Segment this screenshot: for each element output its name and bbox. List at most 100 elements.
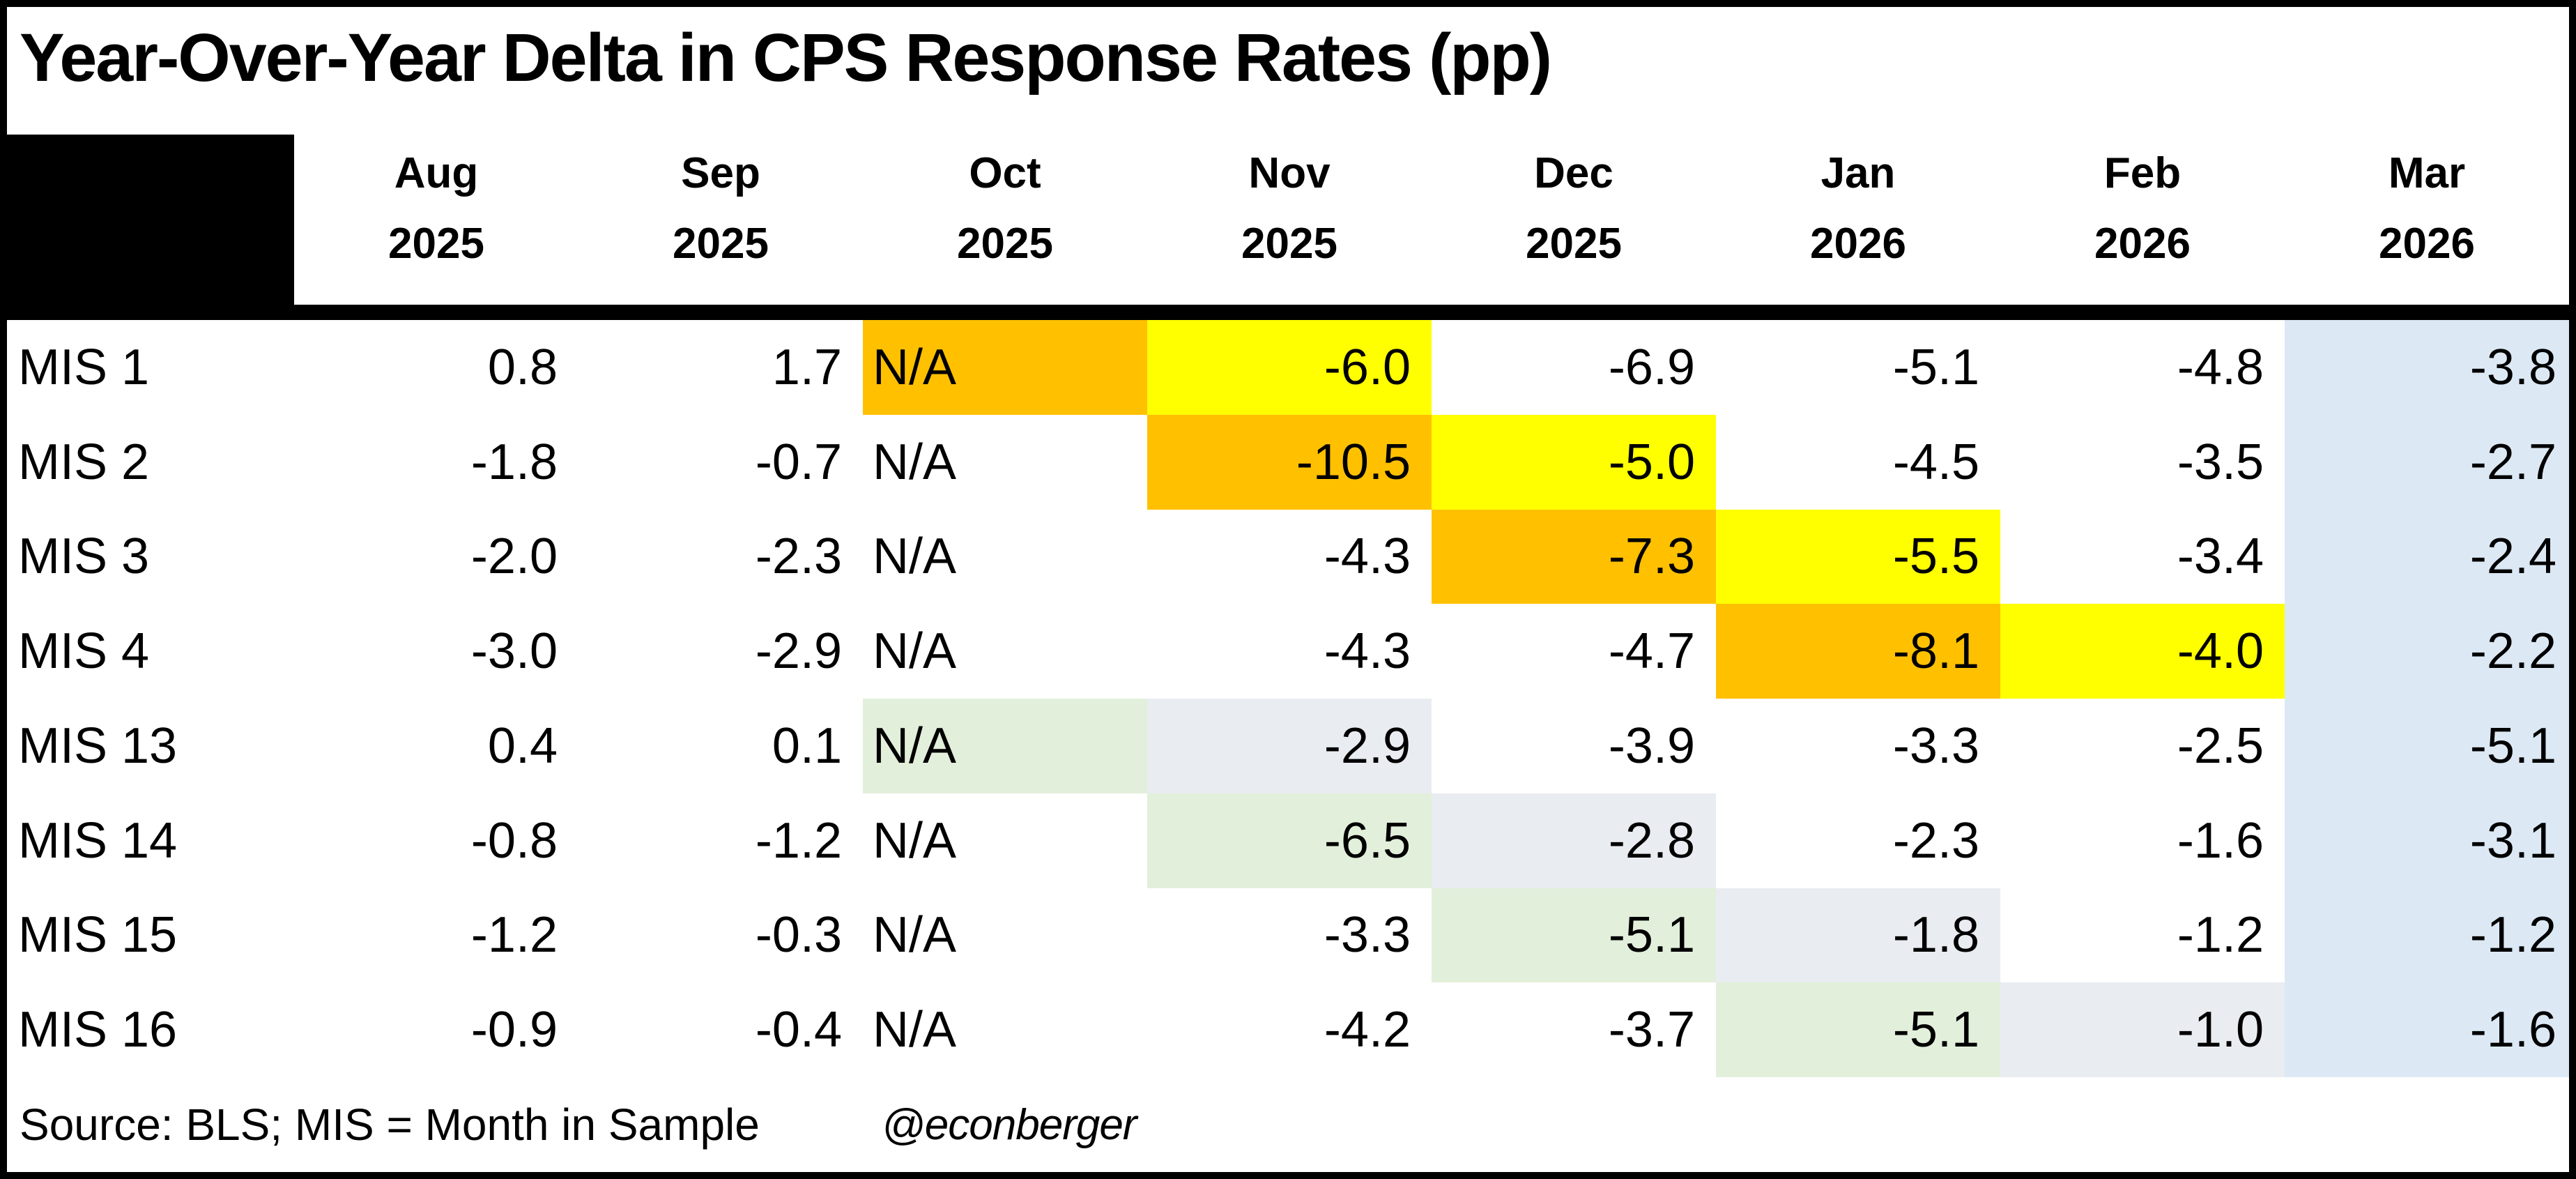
row-label: MIS 3 [18,528,150,585]
column-header: Dec 2025 [1432,108,1716,305]
data-cell: -8.1 [1716,604,2000,699]
data-cell: -5.1 [1432,888,1716,983]
table-row: MIS 16 -0.9 -0.4 N/A -4.2 -3.7 -5.1 -1.0 -1.6 [7,982,2569,1077]
data-cell: N/A [863,699,1147,793]
data-cell: -0.9 [294,982,578,1077]
data-cell: -4.8 [2000,320,2285,415]
data-cell: -0.7 [578,414,863,510]
data-cell: -3.5 [2000,414,2285,510]
data-cell: -5.1 [2285,699,2569,793]
data-cell: N/A [863,604,1147,699]
row-label: MIS 1 [18,339,150,395]
data-cell: -3.9 [1432,699,1716,793]
data-cell: -1.6 [2285,982,2569,1077]
column-header-month: Dec [1534,149,1613,197]
column-header-month: Nov [1248,149,1331,197]
column-header: Aug 2025 [294,108,578,305]
data-cell: -0.4 [578,982,863,1077]
column-header: Nov 2025 [1147,108,1432,305]
table-row: MIS 3 -2.0 -2.3 N/A -4.3 -7.3 -5.5 -3.4 -2.4 [7,509,2569,604]
page-title: Year-Over-Year Delta in CPS Response Rat… [20,19,1552,96]
data-cell: -6.5 [1147,793,1432,888]
row-label: MIS 15 [18,907,178,964]
column-header: Jan 2026 [1716,108,2000,305]
table-row: MIS 13 0.4 0.1 N/A -2.9 -3.9 -3.3 -2.5 -5.1 [7,699,2569,793]
data-cell: -2.3 [1716,793,2000,888]
footer: Source: BLS; MIS = Month in Sample @econ… [7,1077,2569,1172]
data-cell: -1.0 [2000,982,2285,1077]
row-label: MIS 14 [18,812,178,869]
data-cell: -3.0 [294,604,578,699]
data-cell: -3.3 [1147,888,1432,983]
data-cell: N/A [863,414,1147,510]
sheet: Year-Over-Year Delta in CPS Response Rat… [7,7,2569,1172]
column-header-month: Mar [2388,149,2466,197]
data-cell: -6.0 [1147,320,1432,415]
data-cell: -0.3 [578,888,863,983]
data-cell: N/A [863,888,1147,983]
column-header-year: 2025 [673,220,769,268]
data-cell: 0.1 [578,699,863,793]
data-cell: -3.4 [2000,509,2285,604]
data-cell: -6.9 [1432,320,1716,415]
data-cell: -5.1 [1716,320,2000,415]
column-header-year: 2025 [957,220,1053,268]
table-row: MIS 14 -0.8 -1.2 N/A -6.5 -2.8 -2.3 -1.6 -3.1 [7,793,2569,888]
data-cell: -2.5 [2000,699,2285,793]
column-header: Sep 2025 [578,108,863,305]
data-cell: N/A [863,982,1147,1077]
data-cell: -2.7 [2285,414,2569,510]
column-header-month: Jan [1820,149,1896,197]
data-cell: 1.7 [578,320,863,415]
column-header-month: Oct [969,149,1041,197]
table-row: MIS 15 -1.2 -0.3 N/A -3.3 -5.1 -1.8 -1.2 -1.2 [7,888,2569,983]
data-cell: -2.3 [578,509,863,604]
data-cell: -3.1 [2285,793,2569,888]
data-cell: -5.1 [1716,982,2000,1077]
data-cell: -1.2 [2285,888,2569,983]
data-cell: -2.2 [2285,604,2569,699]
row-label: MIS 13 [18,717,178,774]
data-cell: -5.5 [1716,509,2000,604]
column-header: Oct 2025 [863,108,1147,305]
data-cell: -4.5 [1716,414,2000,510]
column-header-year: 2025 [388,220,484,268]
column-header-row: Aug 2025 Sep 2025 Oct 2025 Nov 2025 Dec 2025 Jan 20… [7,108,2569,305]
table-row: MIS 2 -1.8 -0.7 N/A -10.5 -5.0 -4.5 -3.5 -2.7 [7,414,2569,510]
column-header: Feb 2026 [2000,108,2285,305]
column-header-year: 2026 [1810,220,1906,268]
data-cell: -4.2 [1147,982,1432,1077]
column-header: Mar 2026 [2285,108,2569,305]
data-cell: 0.8 [294,320,578,415]
data-cell: N/A [863,509,1147,604]
data-cell: -10.5 [1147,414,1432,510]
data-cell: -1.2 [578,793,863,888]
row-label: MIS 4 [18,623,150,680]
data-cell: -1.8 [1716,888,2000,983]
data-cell: -1.6 [2000,793,2285,888]
data-cell: -7.3 [1432,509,1716,604]
row-label: MIS 16 [18,1002,178,1058]
column-header-month: Feb [2103,149,2182,197]
data-cell: -4.0 [2000,604,2285,699]
corner-spacer [7,135,294,305]
data-cell: 0.4 [294,699,578,793]
data-cell: -2.9 [578,604,863,699]
data-cell: -2.8 [1432,793,1716,888]
column-header-month: Aug [394,149,479,197]
data-cell: -1.2 [294,888,578,983]
data-cell: -3.8 [2285,320,2569,415]
header-divider [7,305,2569,320]
data-cell: N/A [863,793,1147,888]
data-cell: -1.2 [2000,888,2285,983]
table-body: MIS 1 0.8 1.7 N/A -6.0 -6.9 -5.1 -4.8 -3.8 MIS 2-… [7,320,2569,1077]
data-cell: -3.7 [1432,982,1716,1077]
data-cell: -4.3 [1147,604,1432,699]
column-header-year: 2025 [1526,220,1622,268]
table-row: MIS 1 0.8 1.7 N/A -6.0 -6.9 -5.1 -4.8 -3.8 [7,320,2569,415]
column-header-year: 2025 [1241,220,1337,268]
table-row: MIS 4 -3.0 -2.9 N/A -4.3 -4.7 -8.1 -4.0 -2.2 [7,604,2569,699]
source-note: Source: BLS; MIS = Month in Sample [20,1100,760,1150]
title-band: Year-Over-Year Delta in CPS Response Rat… [7,7,2569,108]
